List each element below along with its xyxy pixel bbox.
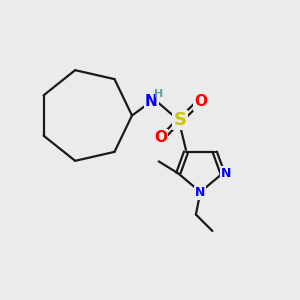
Text: N: N — [145, 94, 158, 110]
Text: O: O — [154, 130, 167, 146]
Text: S: S — [173, 111, 187, 129]
Text: H: H — [154, 89, 164, 100]
Text: O: O — [194, 94, 207, 110]
Text: N: N — [221, 167, 231, 180]
Text: N: N — [195, 186, 206, 200]
